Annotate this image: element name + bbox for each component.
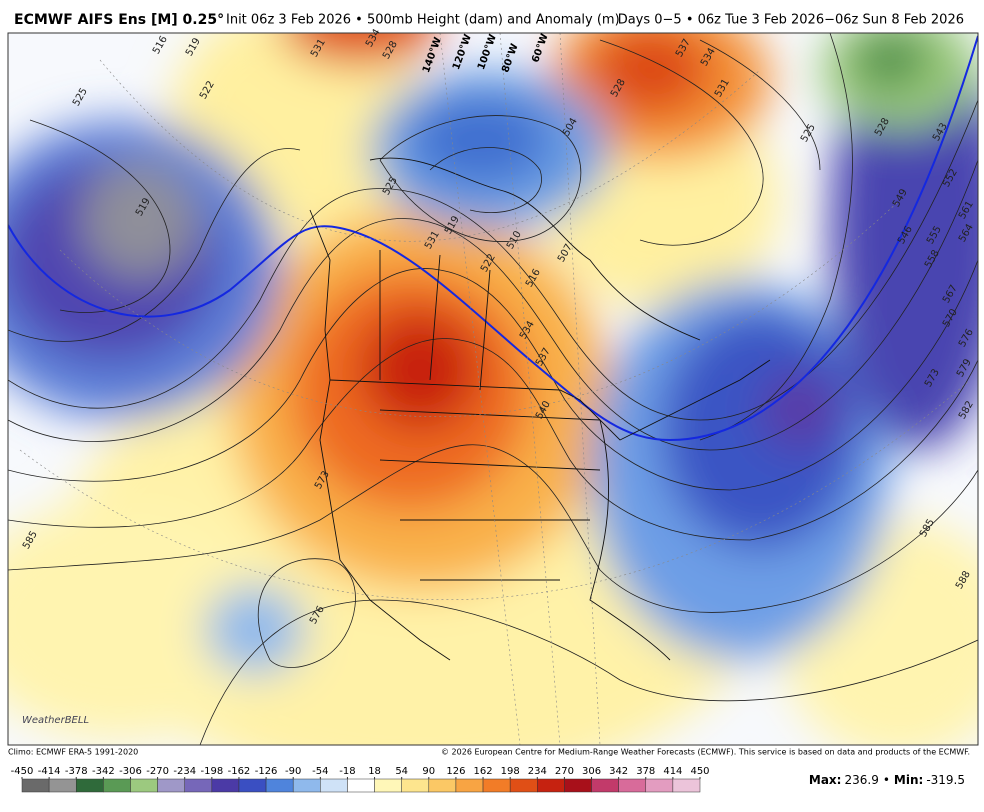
colorbar-tick-label: 90 — [422, 766, 435, 777]
colorbar-tick-label: 126 — [446, 766, 465, 777]
stats: Max: 236.9 • Min: -319.5 — [809, 773, 965, 787]
colorbar-swatch — [157, 778, 185, 793]
colorbar-tick-label: 198 — [501, 766, 520, 777]
colorbar-tick-label: -414 — [38, 766, 61, 777]
copyright: © 2026 European Centre for Medium-Range … — [441, 748, 970, 757]
stat-separator: • — [883, 773, 890, 787]
colorbar-swatch — [591, 778, 619, 793]
colorbar-tick-label: -198 — [200, 766, 223, 777]
colorbar-tick-label: -54 — [312, 766, 328, 777]
colorbar: -450 -414 -378 -342 -306 -270 -234 -198 -162 -126… — [11, 766, 710, 793]
anomaly-field — [8, 33, 978, 745]
colorbar-tick-label: -18 — [339, 766, 355, 777]
colorbar-swatch — [374, 778, 402, 793]
colorbar-swatch — [75, 778, 104, 793]
colorbar-tick-label: 18 — [368, 766, 381, 777]
map — [8, 33, 978, 745]
colorbar-tick-label: -306 — [119, 766, 142, 777]
map-frame — [7, 32, 979, 746]
borders — [309, 157, 771, 661]
colorbar-swatch — [184, 778, 213, 793]
colorbar-swatch — [211, 778, 240, 793]
colorbar-tick-label: -378 — [65, 766, 88, 777]
valid-time: Days 0−5 • 06z Tue 3 Feb 2026−06z Sun 8 … — [618, 13, 964, 28]
colorbar-swatch — [618, 778, 647, 793]
colorbar-swatch — [265, 778, 294, 793]
graticule — [19, 33, 971, 745]
colorbar-swatch — [320, 778, 348, 793]
colorbar-swatch — [347, 778, 375, 793]
colorbar-swatch — [645, 778, 674, 793]
stat-text: Min: — [894, 773, 923, 787]
colorbar-swatch — [238, 778, 267, 793]
colorbar-swatch — [130, 778, 158, 793]
colorbar-tick-label: 54 — [395, 766, 408, 777]
colorbar-tick-label: 450 — [690, 766, 709, 777]
colorbar-swatch — [455, 778, 484, 793]
stat-value: 236.9 — [844, 773, 878, 787]
colorbar-tick-label: -126 — [255, 766, 278, 777]
colorbar-swatch — [48, 778, 77, 793]
title: ECMWF AIFS Ens [M] 0.25° — [14, 12, 224, 28]
colorbar-tick-label: -234 — [173, 766, 196, 777]
colorbar-swatch — [564, 778, 592, 793]
colorbar-tick-label: 270 — [555, 766, 574, 777]
colorbar-swatch — [428, 778, 457, 793]
colorbar-swatch — [509, 778, 538, 793]
colorbar-tick-label: -162 — [228, 766, 251, 777]
colorbar-tick-label: 342 — [609, 766, 628, 777]
stat-value: -319.5 — [926, 773, 965, 787]
stat-text: Max: — [809, 773, 842, 787]
colorbar-swatch — [21, 778, 50, 793]
colorbar-tick-label: -450 — [11, 766, 34, 777]
colorbar-tick-label: 414 — [663, 766, 682, 777]
colorbar-swatch — [103, 778, 131, 793]
colorbar-swatch — [537, 778, 565, 793]
colorbar-tick-label: -270 — [146, 766, 169, 777]
colorbar-tick-label: 306 — [582, 766, 601, 777]
climo-note: Climo: ECMWF ERA-5 1991-2020 — [8, 748, 138, 757]
subtitle: Init 06z 3 Feb 2026 • 500mb Height (dam)… — [226, 13, 620, 28]
logo: WeatherBELL — [22, 715, 89, 726]
540-contour — [8, 35, 978, 442]
colorbar-swatch — [401, 778, 430, 793]
colorbar-tick-label: 162 — [473, 766, 492, 777]
colorbar-swatch — [672, 778, 701, 793]
colorbar-tick-label: 378 — [636, 766, 655, 777]
colorbar-tick-label: 234 — [528, 766, 547, 777]
colorbar-tick-label: -342 — [92, 766, 115, 777]
colorbar-swatch — [482, 778, 511, 793]
colorbar-tick-label: -90 — [285, 766, 301, 777]
colorbar-swatch — [292, 778, 321, 793]
